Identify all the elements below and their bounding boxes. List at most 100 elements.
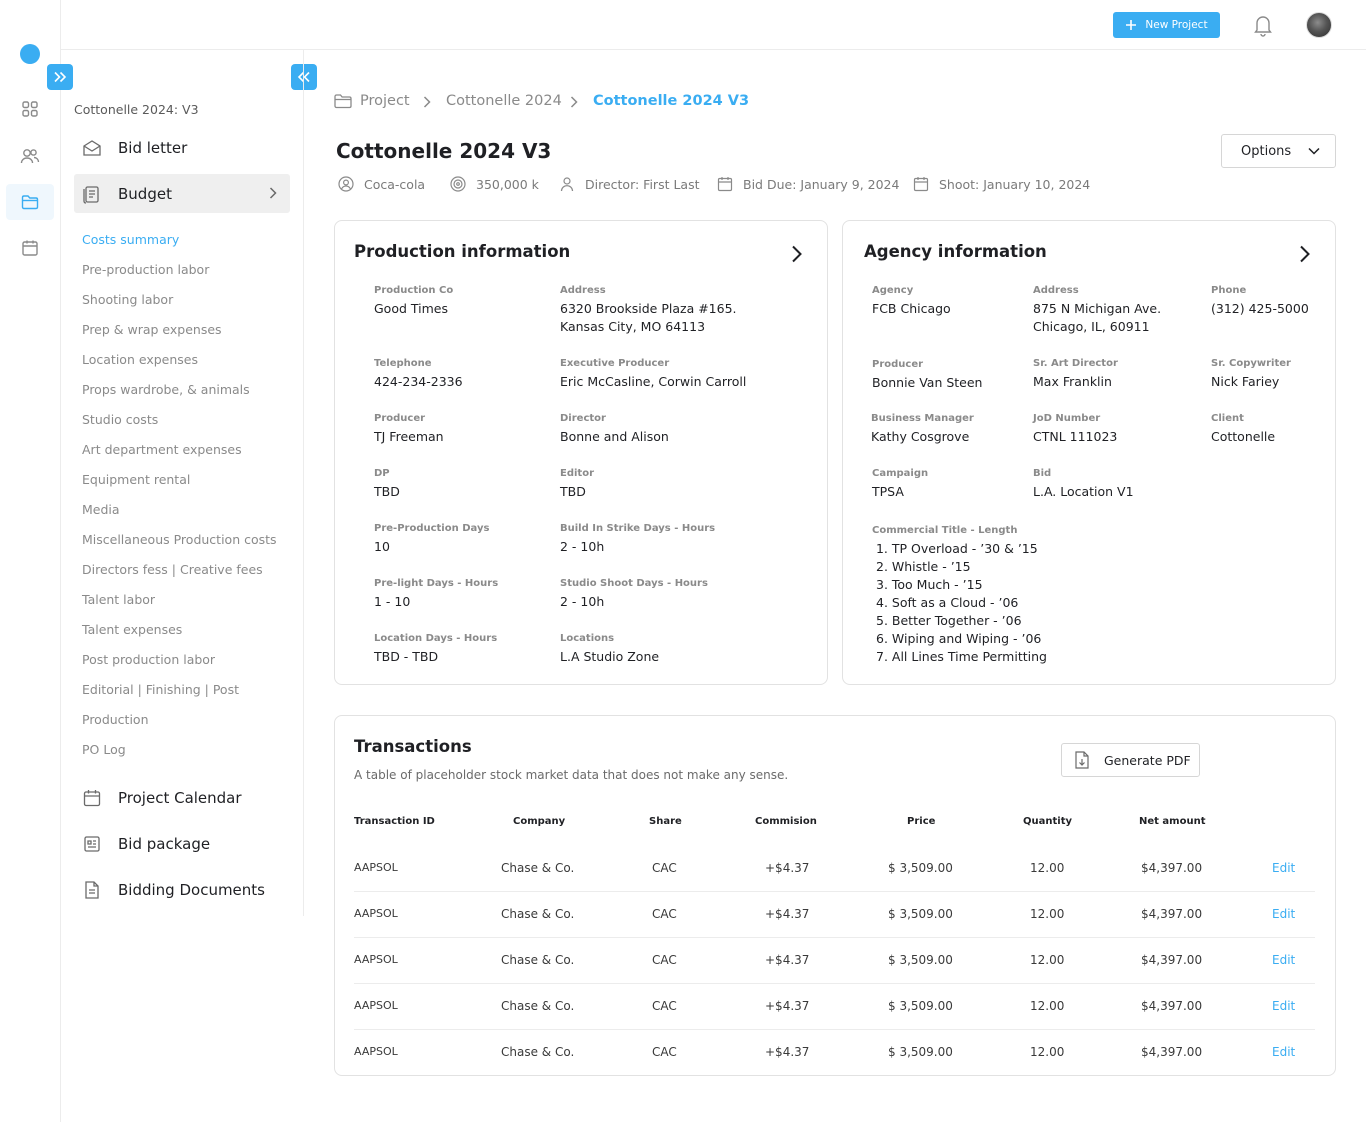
field-pre-production-days: Pre-Production Days 10 — [374, 523, 490, 554]
column-header[interactable]: Net amount — [1139, 816, 1206, 827]
meta-client: Coca-cola — [338, 176, 425, 192]
sidebar-item-bid-letter[interactable]: Bid letter — [74, 128, 290, 167]
plus-icon — [1126, 20, 1137, 30]
cell-commission: +$4.37 — [765, 953, 810, 967]
new-project-button[interactable]: New Project — [1113, 12, 1220, 38]
sidebar-sub-item[interactable]: Talent expenses — [82, 622, 183, 637]
transactions-card — [334, 715, 1336, 1076]
field-location-days: Location Days - Hours TBD - TBD — [374, 633, 498, 664]
icon-rail — [0, 0, 61, 1122]
sidebar-sub-item[interactable]: Miscellaneous Production costs — [82, 532, 277, 547]
sidebar-divider — [303, 50, 304, 916]
collapse-sidebar-button[interactable] — [291, 64, 317, 90]
field-client: Client Cottonelle — [1211, 413, 1276, 444]
cell-commission: +$4.37 — [765, 999, 810, 1013]
folder-icon[interactable] — [6, 184, 54, 220]
meta-director: Director: First Last — [559, 176, 700, 192]
field-address: Address 6320 Brookside Plaza #165. Kansas … — [560, 285, 737, 334]
field-phone: Phone (312) 425-5000 — [1211, 285, 1309, 316]
sidebar-item-bidding-documents[interactable]: Bidding Documents — [74, 870, 290, 909]
production-info-card — [334, 220, 828, 685]
cell-share: CAC — [652, 861, 677, 875]
sidebar-sub-item[interactable]: Directors fess | Creative fees — [82, 562, 263, 577]
cell-price: $ 3,509.00 — [888, 907, 953, 921]
field-producer: Producer Bonnie Van Steen — [872, 359, 983, 390]
row-divider — [354, 891, 1315, 892]
users-icon[interactable] — [6, 138, 54, 174]
sidebar-sub-item[interactable]: Equipment rental — [82, 472, 191, 487]
sidebar-sub-item[interactable]: Media — [82, 502, 120, 517]
cell-quantity: 12.00 — [1030, 1045, 1065, 1059]
cell-company: Chase & Co. — [501, 1045, 575, 1059]
row-divider — [354, 983, 1315, 984]
generate-pdf-button[interactable]: Generate PDF — [1061, 743, 1200, 777]
generate-pdf-label: Generate PDF — [1104, 752, 1191, 768]
bell-icon[interactable] — [1252, 13, 1274, 37]
column-header[interactable]: Commision — [755, 816, 817, 827]
sidebar-item-bid-package[interactable]: Bid package — [74, 824, 290, 863]
meta-bid-due: Bid Due: January 9, 2024 — [717, 176, 899, 192]
chevron-right-icon — [269, 187, 277, 199]
expand-sidebar-button[interactable] — [47, 64, 73, 90]
column-header[interactable]: Transaction ID — [354, 816, 435, 827]
field-executive-producer: Executive Producer Eric McCasline, Corwin… — [560, 358, 747, 389]
field-sr-art-director: Sr. Art Director Max Franklin — [1033, 358, 1118, 389]
cell-net-amount: $4,397.00 — [1141, 861, 1203, 875]
cell-price: $ 3,509.00 — [888, 953, 953, 967]
sidebar-sub-item[interactable]: Props wardrobe, & animals — [82, 382, 250, 397]
field-production-co: Production Co Good Times — [374, 285, 454, 316]
column-header[interactable]: Quantity — [1023, 816, 1072, 827]
sidebar-sub-item[interactable]: Location expenses — [82, 352, 198, 367]
sidebar-item-label: Bid package — [118, 834, 211, 853]
column-header[interactable]: Share — [649, 816, 682, 827]
column-header[interactable]: Company — [513, 816, 566, 827]
chevron-right-icon[interactable] — [1298, 244, 1312, 264]
field-sr-copywriter: Sr. Copywriter Nick Fariey — [1211, 358, 1291, 389]
transactions-description: A table of placeholder stock market data… — [354, 768, 789, 782]
sidebar-sub-item[interactable]: Studio costs — [82, 412, 159, 427]
sidebar-sub-costs-summary[interactable]: Costs summary — [82, 232, 180, 247]
sidebar-sub-item[interactable]: Shooting labor — [82, 292, 174, 307]
cell-share: CAC — [652, 999, 677, 1013]
sidebar-item-project-calendar[interactable]: Project Calendar — [74, 778, 290, 817]
cell-quantity: 12.00 — [1030, 907, 1065, 921]
sidebar-sub-item[interactable]: Pre-production labor — [82, 262, 210, 277]
envelope-icon — [83, 139, 101, 156]
logo[interactable] — [20, 44, 40, 64]
cell-quantity: 12.00 — [1030, 999, 1065, 1013]
chevron-right-icon[interactable] — [790, 244, 804, 264]
sidebar-sub-item[interactable]: PO Log — [82, 742, 126, 757]
breadcrumb-item[interactable]: Project — [360, 93, 410, 109]
field-bid: Bid L.A. Location V1 — [1033, 468, 1134, 499]
sidebar-sub-item[interactable]: Post production labor — [82, 652, 216, 667]
sidebar-sub-item[interactable]: Talent labor — [82, 592, 156, 607]
field-campaign: Campaign TPSA — [872, 468, 929, 499]
edit-link[interactable]: Edit — [1272, 1045, 1296, 1059]
edit-link[interactable]: Edit — [1272, 953, 1296, 967]
field-job-number: JoD Number CTNL 111023 — [1033, 413, 1118, 444]
list-item: 5. Better Together - ’06 — [876, 613, 1022, 628]
sidebar-item-budget[interactable]: Budget — [74, 174, 290, 213]
cell-transaction-id: AAPSOL — [354, 953, 398, 966]
sidebar-sub-item[interactable]: Prep & wrap expenses — [82, 322, 222, 337]
edit-link[interactable]: Edit — [1272, 861, 1296, 875]
sidebar-item-label: Budget — [118, 184, 172, 203]
field-locations: Locations L.A Studio Zone — [560, 633, 660, 664]
chevron-right-icon — [570, 96, 578, 108]
commercial-titles-list: 1. TP Overload - ’30 & ’15 2. Whistle - … — [872, 540, 1047, 666]
cell-price: $ 3,509.00 — [888, 999, 953, 1013]
sidebar-sub-item[interactable]: Editorial | Finishing | Post — [82, 682, 239, 697]
sidebar-sub-item[interactable]: Art department expenses — [82, 442, 242, 457]
chevron-right-icon — [423, 96, 431, 108]
dashboard-icon[interactable] — [6, 91, 54, 127]
options-dropdown[interactable]: Options — [1221, 134, 1336, 168]
edit-link[interactable]: Edit — [1272, 999, 1296, 1013]
options-label: Options — [1241, 143, 1292, 159]
avatar[interactable] — [1306, 12, 1332, 38]
sidebar-sub-item[interactable]: Production — [82, 712, 149, 727]
column-header[interactable]: Price — [907, 816, 936, 827]
breadcrumb-item[interactable]: Cottonelle 2024 — [446, 93, 562, 109]
edit-link[interactable]: Edit — [1272, 907, 1296, 921]
calendar-icon[interactable] — [6, 230, 54, 266]
sidebar-item-label: Bid letter — [118, 138, 188, 157]
